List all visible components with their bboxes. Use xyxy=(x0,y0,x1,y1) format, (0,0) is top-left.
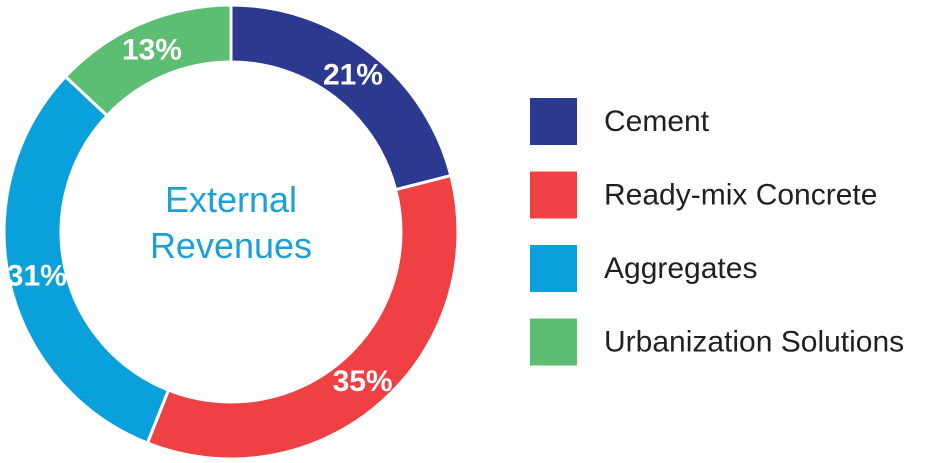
donut-segment xyxy=(229,3,453,192)
data-label: 31% xyxy=(7,259,67,292)
data-label: 21% xyxy=(323,59,383,92)
data-label: 13% xyxy=(122,33,182,66)
legend-label: Ready-mix Concrete xyxy=(604,178,877,211)
legend-swatch xyxy=(530,318,577,366)
legend-label: Urbanization Solutions xyxy=(604,325,904,358)
data-label: 35% xyxy=(333,365,393,398)
donut-segment xyxy=(63,3,233,118)
donut-segment xyxy=(145,173,460,461)
legend-swatch xyxy=(530,98,577,145)
legend-swatch xyxy=(530,245,577,292)
center-text: External Revenues xyxy=(149,179,313,266)
donut-segment xyxy=(2,74,171,446)
legend-swatch xyxy=(530,171,577,219)
legend-label: Aggregates xyxy=(604,252,757,285)
legend-label: Cement xyxy=(604,105,710,138)
